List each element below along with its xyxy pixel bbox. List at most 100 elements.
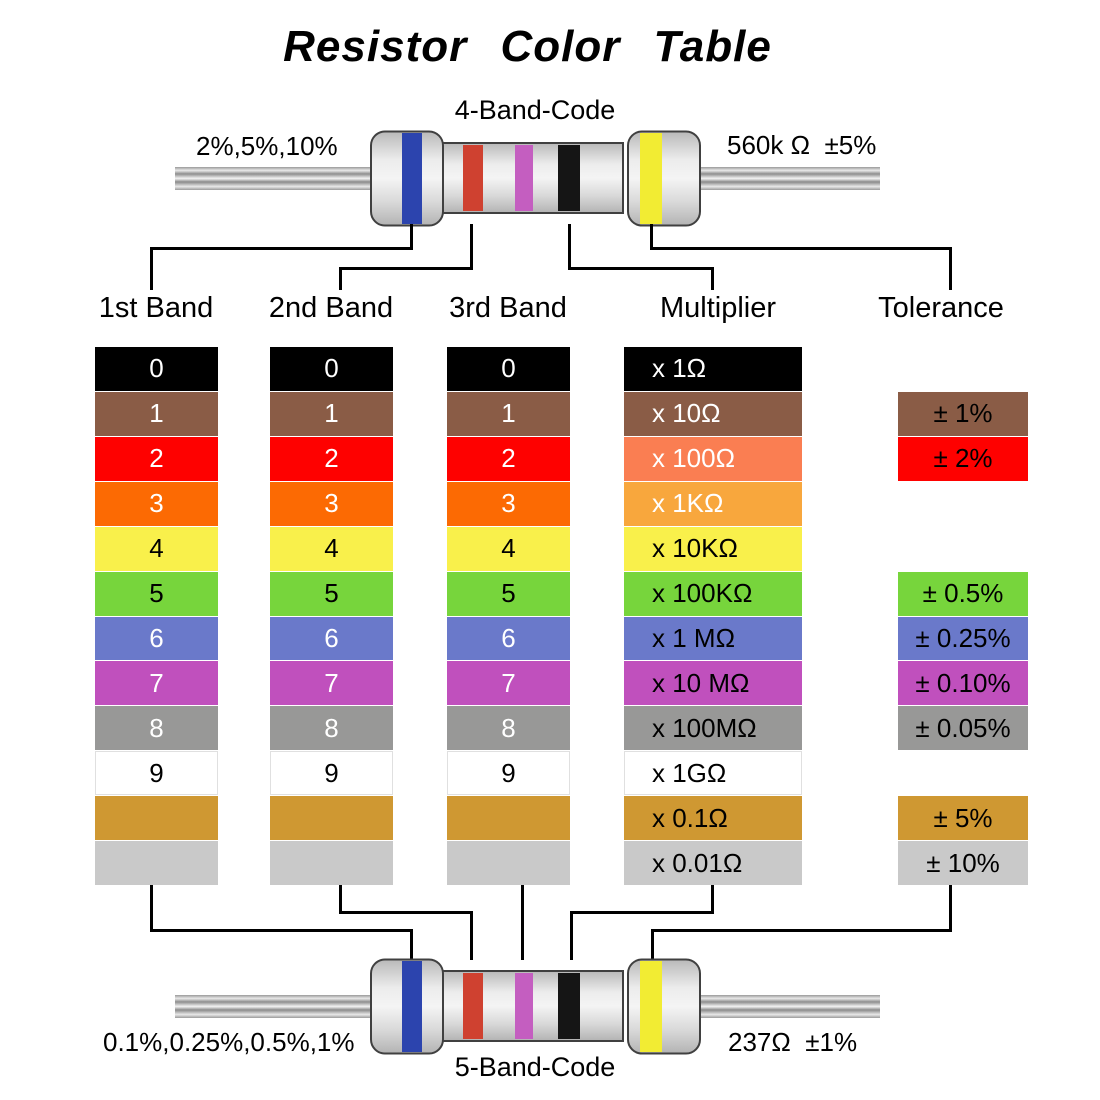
connector-line xyxy=(570,911,573,960)
mult-cell-green: x 100KΩ xyxy=(624,571,802,616)
multiplier-column: x 1Ω x 10Ω x 100Ω x 1KΩ x 10KΩ x 100KΩ x 1 MΩ x… xyxy=(624,347,802,886)
mult-cell-yellow: x 10KΩ xyxy=(624,526,802,571)
connector-line xyxy=(949,885,952,932)
band1-cell-gray: 8 xyxy=(95,706,218,751)
tol-cell-white xyxy=(898,751,1028,795)
connector-line xyxy=(339,911,473,914)
connector-line xyxy=(150,247,413,250)
mult-cell-silver: x 0.01Ω xyxy=(624,841,802,886)
four-band-code-label: 4-Band-Code xyxy=(454,95,616,125)
mult-cell-black: x 1Ω xyxy=(624,347,802,391)
band3-cell-gray: 8 xyxy=(447,706,570,751)
resistor-lead-right xyxy=(680,167,880,190)
band2-cell-blue: 6 xyxy=(270,616,393,661)
connector-line xyxy=(949,247,952,290)
connector-line xyxy=(339,885,342,914)
tol-cell-blue: ± 0.25% xyxy=(898,616,1028,661)
band-red-icon xyxy=(463,145,483,211)
bottom-right-value-label: 237Ω ±1% xyxy=(728,1027,858,1057)
band1-cell-red: 2 xyxy=(95,436,218,481)
connector-line xyxy=(339,267,473,270)
connector-line xyxy=(339,267,342,290)
band3-cell-red: 2 xyxy=(447,436,570,481)
mult-cell-gold: x 0.1Ω xyxy=(624,796,802,841)
band2-cell-black: 0 xyxy=(270,347,393,391)
band3-cell-blue: 6 xyxy=(447,616,570,661)
band3-cell-brown: 1 xyxy=(447,391,570,436)
band3-cell-orange: 3 xyxy=(447,481,570,526)
resistor-cap-right xyxy=(627,958,701,1055)
resistor-cap-right xyxy=(627,130,701,227)
band3-cell-green: 5 xyxy=(447,571,570,616)
band1-cell-blue: 6 xyxy=(95,616,218,661)
mult-cell-gray: x 100MΩ xyxy=(624,706,802,751)
band2-cell-orange: 3 xyxy=(270,481,393,526)
band1-cell-white: 9 xyxy=(95,751,218,796)
band2-cell-white: 9 xyxy=(270,751,393,796)
band2-cell-silver xyxy=(270,841,393,886)
connector-line xyxy=(651,929,952,932)
band1-cell-black: 0 xyxy=(95,347,218,391)
mult-cell-red: x 100Ω xyxy=(624,436,802,481)
column-header-2nd-band: 2nd Band xyxy=(268,292,394,324)
tol-cell-gray: ± 0.05% xyxy=(898,706,1028,751)
band2-cell-gray: 8 xyxy=(270,706,393,751)
band2-cell-green: 5 xyxy=(270,571,393,616)
band1-cell-silver xyxy=(95,841,218,886)
band1-cell-yellow: 4 xyxy=(95,526,218,571)
five-band-resistor-illustration xyxy=(175,958,880,1055)
tol-cell-green: ± 0.5% xyxy=(898,571,1028,616)
band3-cell-gold xyxy=(447,796,570,841)
top-right-value-label: 560k Ω ±5% xyxy=(727,130,877,160)
band2-cell-violet: 7 xyxy=(270,661,393,706)
connector-line xyxy=(568,224,571,270)
connector-line xyxy=(521,885,524,960)
band2-cell-gold xyxy=(270,796,393,841)
connector-line xyxy=(150,247,153,290)
resistor-lead-right xyxy=(680,995,880,1018)
band2-cell-brown: 1 xyxy=(270,391,393,436)
tol-cell-violet: ± 0.10% xyxy=(898,661,1028,706)
band3-cell-silver xyxy=(447,841,570,886)
mult-cell-orange: x 1KΩ xyxy=(624,481,802,526)
connector-line xyxy=(711,267,714,290)
four-band-resistor-illustration xyxy=(175,130,880,227)
connector-line xyxy=(711,885,714,914)
connector-line xyxy=(470,224,473,270)
mult-cell-white: x 1GΩ xyxy=(624,751,802,796)
tol-cell-red: ± 2% xyxy=(898,436,1028,481)
page-title: Resistor Color Table xyxy=(283,22,772,71)
band-yellow-icon xyxy=(640,961,662,1052)
tol-cell-yellow xyxy=(898,527,1028,571)
connector-line xyxy=(470,911,473,960)
band-blue-icon xyxy=(402,961,422,1052)
band1-cell-brown: 1 xyxy=(95,391,218,436)
band1-cell-violet: 7 xyxy=(95,661,218,706)
bottom-left-tolerance-label: 0.1%,0.25%,0.5%,1% xyxy=(103,1027,355,1057)
band-yellow-icon xyxy=(640,133,662,224)
mult-cell-blue: x 1 MΩ xyxy=(624,616,802,661)
band1-cell-gold xyxy=(95,796,218,841)
five-band-code-label: 5-Band-Code xyxy=(454,1052,616,1082)
band-black-icon xyxy=(558,973,580,1039)
resistor-lead-left xyxy=(175,995,375,1018)
tol-cell-brown: ± 1% xyxy=(898,391,1028,436)
tol-cell-black xyxy=(898,347,1028,391)
band3-cell-white: 9 xyxy=(447,751,570,796)
tol-cell-gold: ± 5% xyxy=(898,796,1028,841)
band-red-icon xyxy=(463,973,483,1039)
band-violet-icon xyxy=(515,973,533,1039)
column-header-multiplier: Multiplier xyxy=(659,292,777,324)
band2-cell-yellow: 4 xyxy=(270,526,393,571)
connector-line xyxy=(150,885,153,932)
band3-cell-yellow: 4 xyxy=(447,526,570,571)
connector-line xyxy=(651,929,654,960)
connector-line xyxy=(650,224,653,250)
connector-line xyxy=(568,267,714,270)
band-violet-icon xyxy=(515,145,533,211)
tol-cell-silver: ± 10% xyxy=(898,841,1028,886)
band3-cell-violet: 7 xyxy=(447,661,570,706)
connector-line xyxy=(410,929,413,960)
